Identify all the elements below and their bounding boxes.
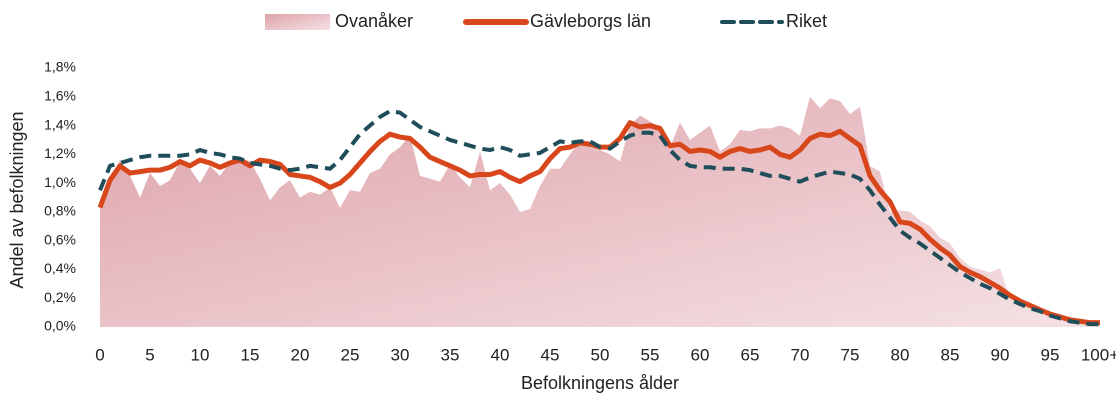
x-tick-label: 70: [791, 345, 810, 364]
y-tick-label: 0,4%: [44, 260, 76, 276]
legend-label: Riket: [786, 11, 827, 31]
x-tick-label: 15: [241, 345, 260, 364]
x-tick-label: 95: [1041, 345, 1060, 364]
x-tick-label: 25: [341, 345, 360, 364]
y-tick-label: 1,4%: [44, 116, 76, 132]
legend-label: Gävleborgs län: [530, 11, 651, 31]
y-tick-label: 1,0%: [44, 174, 76, 190]
x-tick-label: 5: [145, 345, 154, 364]
x-tick-label: 75: [841, 345, 860, 364]
y-tick-label: 1,8%: [44, 59, 76, 75]
x-tick-label: 20: [291, 345, 310, 364]
legend-label: Ovanåker: [335, 11, 413, 31]
line-series: [98, 109, 1100, 327]
x-tick-label: 65: [741, 345, 760, 364]
x-axis-label: Befolkningens ålder: [521, 373, 679, 393]
y-tick-label: 0,2%: [44, 289, 76, 305]
x-tick-label: 60: [691, 345, 710, 364]
x-tick-label: 55: [641, 345, 660, 364]
y-axis-label: Andel av befolkningen: [7, 111, 27, 288]
y-tick-label: 0,8%: [44, 203, 76, 219]
y-tick-label: 1,6%: [44, 87, 76, 103]
area-series: [100, 96, 1100, 328]
x-tick-label: 0: [95, 345, 104, 364]
x-tick-label: 35: [441, 345, 460, 364]
y-tick-label: 0,0%: [44, 318, 76, 334]
x-tick-label: 45: [541, 345, 560, 364]
x-tick-label: 90: [991, 345, 1010, 364]
x-tick-label: 10: [191, 345, 210, 364]
x-tick-label: 80: [891, 345, 910, 364]
legend-swatch: [265, 14, 330, 30]
x-tick-label: 100+: [1081, 345, 1116, 364]
x-tick-label: 30: [391, 345, 410, 364]
x-tick-label: 40: [491, 345, 510, 364]
x-tick-label: 85: [941, 345, 960, 364]
y-tick-label: 0,6%: [44, 231, 76, 247]
x-tick-label: 50: [591, 345, 610, 364]
y-tick-label: 1,2%: [44, 145, 76, 161]
